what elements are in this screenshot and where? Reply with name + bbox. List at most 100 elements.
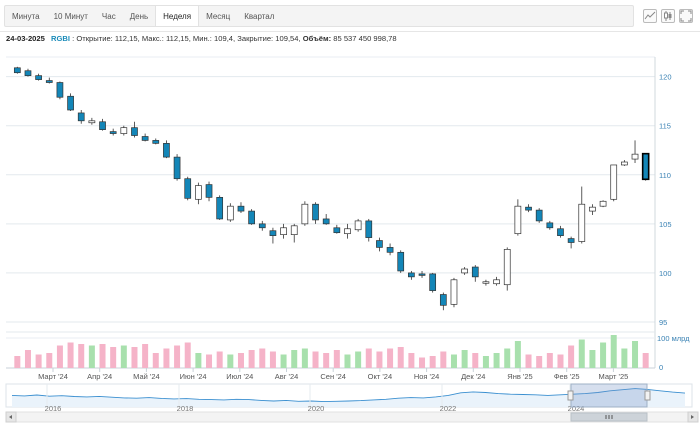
candle-body[interactable] bbox=[397, 251, 405, 272]
month-label: Апр '24 bbox=[87, 372, 112, 381]
candle-body[interactable] bbox=[45, 80, 53, 83]
candle-body[interactable] bbox=[439, 294, 447, 306]
candle-body[interactable] bbox=[641, 152, 650, 181]
candle-body[interactable] bbox=[482, 281, 490, 284]
candle-body[interactable] bbox=[408, 272, 415, 278]
candle-body[interactable] bbox=[578, 203, 586, 242]
candle-body[interactable] bbox=[173, 156, 181, 180]
navigator-right-handle[interactable] bbox=[644, 390, 651, 401]
candle-body[interactable] bbox=[13, 67, 21, 74]
candle-body[interactable] bbox=[461, 268, 468, 274]
candle-body[interactable] bbox=[525, 206, 532, 211]
line-chart-icon[interactable] bbox=[643, 9, 657, 23]
navigator-left-handle[interactable] bbox=[567, 390, 574, 401]
candle-body[interactable] bbox=[376, 240, 383, 248]
candle-body[interactable] bbox=[184, 178, 192, 199]
candle-body[interactable] bbox=[589, 206, 596, 212]
candle-body[interactable] bbox=[226, 205, 234, 221]
candle-body[interactable] bbox=[514, 205, 522, 235]
candle-body[interactable] bbox=[67, 95, 74, 111]
month-label: Июн '24 bbox=[180, 372, 207, 381]
candle-body[interactable] bbox=[216, 197, 224, 220]
volume-bar bbox=[237, 353, 244, 368]
candle-body[interactable] bbox=[546, 222, 554, 229]
candle-body[interactable] bbox=[386, 247, 394, 253]
candle-body[interactable] bbox=[195, 185, 202, 200]
price-axis-label: 95 bbox=[659, 318, 667, 327]
volume-bar bbox=[14, 356, 21, 368]
candle-body[interactable] bbox=[631, 153, 639, 160]
volume-bar bbox=[632, 341, 639, 368]
volume-bar bbox=[131, 347, 138, 368]
info-close-label: Закрытие: bbox=[237, 34, 274, 43]
candle-body[interactable] bbox=[429, 273, 437, 291]
candle-body[interactable] bbox=[120, 127, 128, 134]
candle-body[interactable] bbox=[610, 164, 618, 200]
month-label: Янв '25 bbox=[507, 372, 532, 381]
info-low: 109,4 bbox=[214, 34, 234, 43]
candle-body[interactable] bbox=[354, 220, 362, 231]
candle-body[interactable] bbox=[333, 227, 341, 234]
info-close: 109,54 bbox=[275, 34, 299, 43]
month-label: Март '25 bbox=[598, 372, 628, 381]
fullscreen-icon[interactable] bbox=[679, 9, 693, 23]
month-label: Июл '24 bbox=[226, 372, 253, 381]
candle-body[interactable] bbox=[290, 225, 298, 235]
candle-body[interactable] bbox=[599, 200, 607, 207]
candlestick-chart-icon[interactable] bbox=[661, 9, 675, 23]
candle-body[interactable] bbox=[493, 279, 500, 285]
volume-bar bbox=[248, 350, 255, 368]
volume-bar bbox=[397, 347, 404, 368]
volume-bar bbox=[206, 354, 213, 368]
tab-minute[interactable]: Минута bbox=[12, 12, 40, 21]
candle-body[interactable] bbox=[131, 127, 138, 136]
candle-body[interactable] bbox=[365, 220, 373, 238]
candle-body[interactable] bbox=[269, 230, 277, 236]
navigator-year-label: 2020 bbox=[308, 404, 325, 413]
tab-week[interactable]: Неделя bbox=[155, 6, 200, 26]
tab-month[interactable]: Месяц bbox=[206, 12, 231, 21]
candle-body[interactable] bbox=[280, 227, 287, 235]
candle-body[interactable] bbox=[24, 70, 32, 76]
candle-body[interactable] bbox=[88, 120, 96, 124]
candle-body[interactable] bbox=[312, 203, 319, 221]
tab-quarter[interactable]: Квартал bbox=[244, 12, 275, 21]
candle-body[interactable] bbox=[258, 223, 266, 229]
candle-body[interactable] bbox=[141, 136, 149, 141]
candle-body[interactable] bbox=[248, 210, 255, 225]
candle-body[interactable] bbox=[567, 238, 575, 243]
volume-bar bbox=[46, 353, 53, 368]
volume-bar bbox=[56, 345, 63, 368]
tab-10-minutes[interactable]: 10 Минут bbox=[53, 12, 88, 21]
candle-body[interactable] bbox=[322, 218, 330, 225]
candle-body[interactable] bbox=[77, 112, 85, 122]
candle-body[interactable] bbox=[237, 205, 245, 212]
candle-body[interactable] bbox=[535, 209, 543, 222]
tab-day[interactable]: День bbox=[129, 12, 149, 21]
candle-body[interactable] bbox=[557, 228, 564, 236]
candle-body[interactable] bbox=[621, 161, 628, 166]
candle-body[interactable] bbox=[163, 143, 170, 158]
candle-body[interactable] bbox=[301, 203, 309, 225]
candle-body[interactable] bbox=[418, 273, 426, 276]
candle-body[interactable] bbox=[344, 228, 351, 235]
candle-body[interactable] bbox=[56, 82, 64, 98]
volume-bar bbox=[99, 344, 106, 368]
volume-bar bbox=[365, 348, 372, 368]
volume-bar bbox=[440, 351, 447, 368]
volume-bar bbox=[600, 342, 607, 368]
volume-bar bbox=[88, 345, 95, 368]
candle-body[interactable] bbox=[99, 121, 106, 130]
candle-body[interactable] bbox=[471, 266, 479, 278]
candle-body[interactable] bbox=[35, 75, 42, 80]
candle-body[interactable] bbox=[205, 184, 213, 198]
tab-hour[interactable]: Час bbox=[101, 12, 116, 21]
navigator-selection[interactable] bbox=[570, 383, 648, 408]
timeframe-tab-bar: Минута 10 Минут Час День Неделя Месяц Кв… bbox=[4, 5, 634, 27]
candle-body[interactable] bbox=[152, 140, 160, 144]
volume-bar bbox=[419, 357, 426, 368]
candle-body[interactable] bbox=[450, 279, 458, 305]
candle-body[interactable] bbox=[503, 249, 511, 286]
candle-body[interactable] bbox=[109, 131, 117, 134]
